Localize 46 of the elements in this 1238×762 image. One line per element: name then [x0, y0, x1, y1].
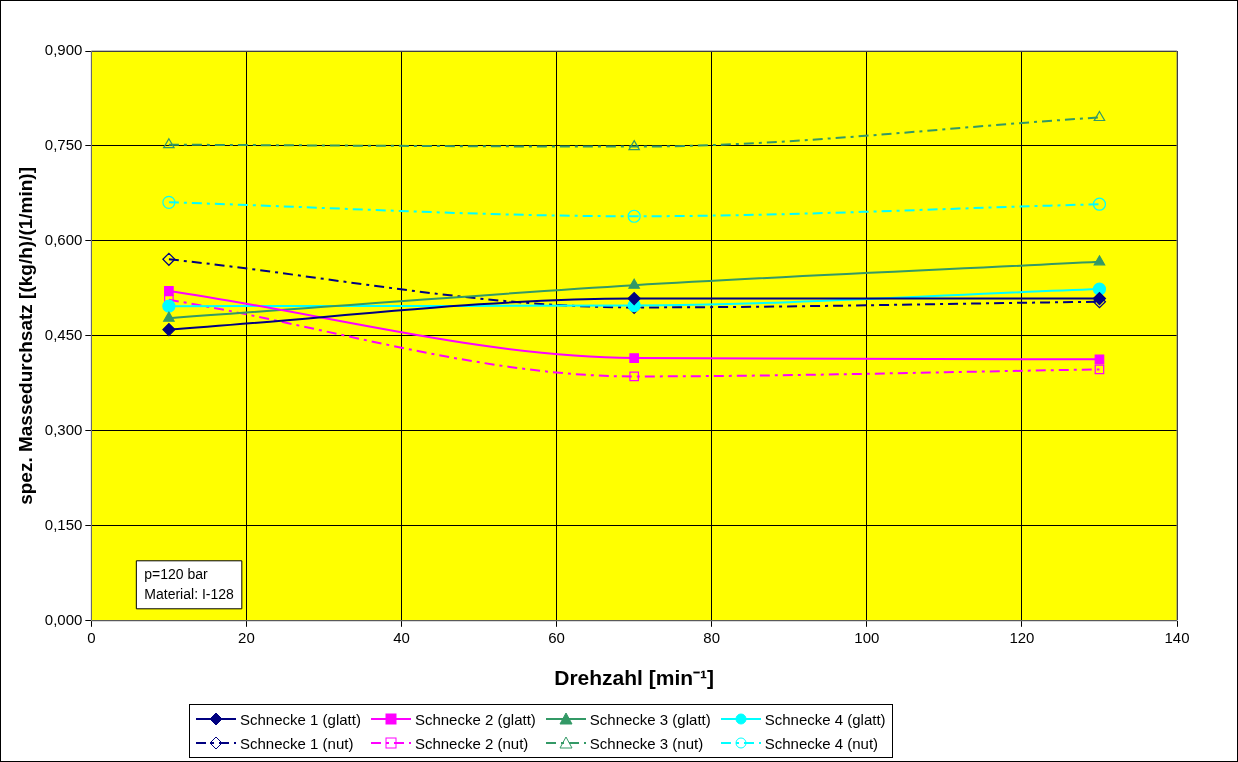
legend-label: Schnecke 1 (nut): [240, 734, 354, 752]
point: [162, 195, 176, 209]
x-tick-label: 140: [1164, 628, 1190, 646]
annotation: p=120 bar: [144, 565, 209, 582]
y-tick-label: 0,000: [44, 610, 83, 628]
point: [162, 322, 176, 337]
x-tick-label: 40: [393, 628, 410, 646]
legend-label: Schnecke 1 (glatt): [240, 710, 361, 728]
point: [628, 278, 640, 289]
point: [162, 252, 176, 266]
point: [1092, 197, 1107, 211]
point: [629, 371, 640, 382]
x-axis-title: Drehzahl [min⁻¹]: [554, 666, 715, 690]
y-tick-label: 0,450: [44, 326, 83, 344]
point: [163, 138, 175, 149]
point: [1094, 364, 1105, 375]
annotation: Material: I-128: [144, 585, 235, 602]
point: [164, 286, 174, 296]
y-tick-label: 0,600: [44, 231, 83, 249]
y-tick-label: 0,900: [44, 41, 83, 59]
point: [1094, 354, 1105, 365]
legend-label: Schnecke 4 (glatt): [764, 710, 886, 728]
legend-label: Schnecke 4 (nut): [764, 734, 879, 752]
point: [1093, 255, 1106, 266]
point: [1093, 110, 1106, 122]
point: [627, 291, 641, 306]
x-tick-label: 60: [548, 628, 565, 646]
point: [628, 140, 640, 151]
point: [627, 209, 641, 223]
y-tick-label: 0,300: [44, 421, 83, 439]
y-axis-title: spez. Massedurchsatz [(kg/h)/(1/min)]: [14, 166, 36, 505]
x-tick-label: 80: [703, 628, 721, 646]
point: [1092, 282, 1107, 296]
y-tick-label: 0,150: [44, 515, 83, 533]
legend-label: Schnecke 3 (glatt): [589, 710, 711, 728]
legend-label: Schnecke 2 (glatt): [414, 710, 536, 728]
legend-label: Schnecke 3 (nut): [589, 734, 704, 752]
point: [163, 311, 175, 322]
x-tick-label: 0: [87, 628, 96, 646]
x-tick-label: 20: [238, 628, 255, 646]
x-tick-label: 100: [854, 628, 880, 646]
point: [629, 353, 640, 363]
y-tick-label: 0,750: [44, 136, 83, 154]
x-tick-label: 120: [1009, 628, 1035, 646]
point: [162, 299, 176, 313]
legend-label: Schnecke 2 (nut): [414, 734, 529, 752]
